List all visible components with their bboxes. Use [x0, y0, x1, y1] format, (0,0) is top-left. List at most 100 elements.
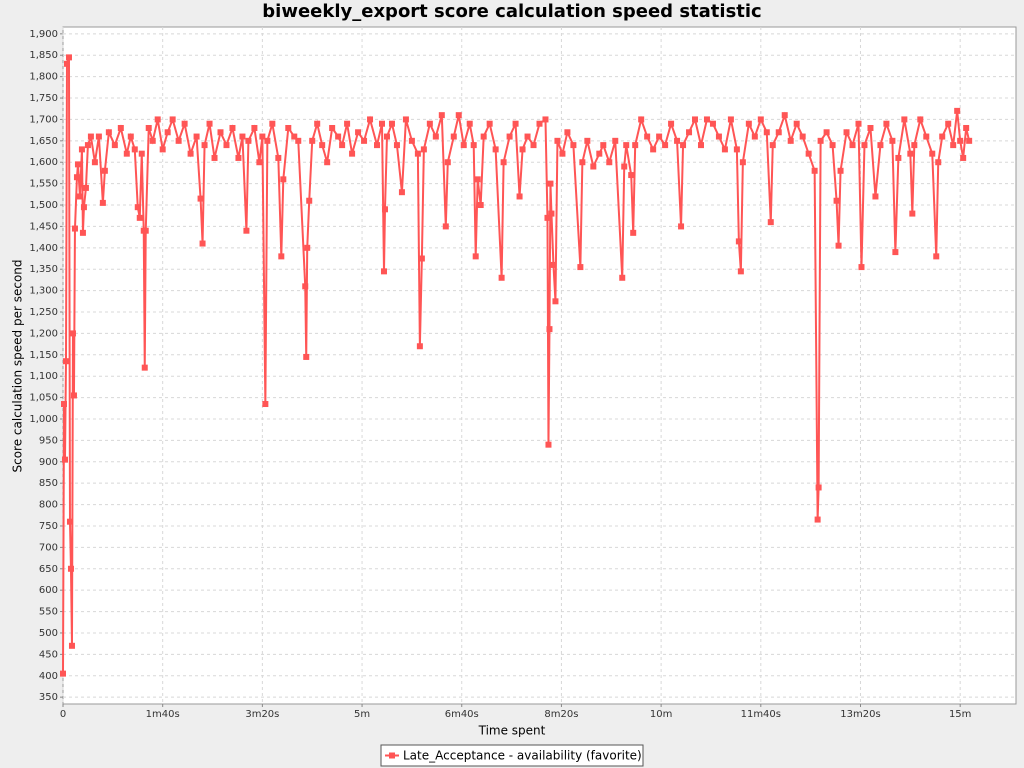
point-marker	[450, 133, 457, 140]
point-marker	[550, 261, 557, 268]
point-marker	[251, 124, 258, 131]
legend-marker	[389, 752, 395, 759]
point-marker	[164, 129, 171, 136]
point-marker	[269, 120, 276, 127]
x-tick-label: 5m	[354, 709, 370, 720]
point-marker	[187, 150, 194, 157]
point-marker	[87, 133, 94, 140]
y-tick-label: 1,800	[29, 72, 58, 83]
point-marker	[142, 227, 149, 234]
point-marker	[606, 159, 613, 166]
y-tick-label: 450	[39, 649, 58, 660]
point-marker	[584, 137, 591, 144]
point-marker	[512, 120, 519, 127]
y-tick-label: 850	[39, 478, 58, 489]
point-marker	[235, 154, 242, 161]
point-marker	[546, 326, 553, 333]
point-marker	[474, 176, 481, 183]
point-marker	[787, 137, 794, 144]
y-tick-label: 750	[39, 521, 58, 532]
point-marker	[378, 120, 385, 127]
point-marker	[414, 150, 421, 157]
point-marker	[939, 133, 946, 140]
point-marker	[68, 642, 75, 649]
point-marker	[99, 199, 106, 206]
y-tick-label: 1,300	[29, 286, 58, 297]
x-tick-label: 15m	[949, 709, 971, 720]
point-marker	[963, 124, 970, 131]
point-marker	[739, 159, 746, 166]
y-axis-label: Score calculation speed per second	[11, 259, 25, 472]
point-marker	[101, 167, 108, 174]
point-marker	[703, 116, 710, 123]
point-marker	[470, 142, 477, 149]
point-marker	[577, 264, 584, 271]
point-marker	[262, 401, 269, 408]
x-axis-label: Time spent	[478, 724, 546, 738]
point-marker	[542, 116, 549, 123]
y-tick-label: 1,500	[29, 200, 58, 211]
point-marker	[500, 159, 507, 166]
y-tick-label: 1,050	[29, 393, 58, 404]
point-marker	[367, 116, 374, 123]
x-tick-label: 13m20s	[840, 709, 880, 720]
point-marker	[628, 172, 635, 179]
y-tick-label: 1,900	[29, 29, 58, 40]
point-marker	[193, 133, 200, 140]
point-marker	[73, 174, 80, 181]
point-marker	[815, 484, 822, 491]
point-marker	[285, 124, 292, 131]
point-marker	[344, 120, 351, 127]
point-marker	[339, 142, 346, 149]
point-marker	[127, 133, 134, 140]
point-marker	[131, 146, 138, 153]
point-marker	[117, 124, 124, 131]
point-marker	[909, 210, 916, 217]
y-tick-label: 1,000	[29, 414, 58, 425]
point-marker	[480, 133, 487, 140]
point-marker	[223, 142, 230, 149]
point-marker	[552, 298, 559, 305]
point-marker	[201, 142, 208, 149]
point-marker	[590, 163, 597, 170]
point-marker	[380, 268, 387, 275]
point-marker	[849, 142, 856, 149]
point-marker	[111, 142, 118, 149]
point-marker	[420, 146, 427, 153]
point-marker	[895, 154, 902, 161]
point-marker	[843, 129, 850, 136]
x-tick-label: 1m40s	[146, 709, 180, 720]
point-marker	[872, 193, 879, 200]
point-marker	[957, 137, 964, 144]
point-marker	[751, 133, 758, 140]
legend-label: Late_Acceptance - availability (favorite…	[403, 749, 642, 763]
point-marker	[319, 142, 326, 149]
point-marker	[291, 133, 298, 140]
point-marker	[923, 133, 930, 140]
point-marker	[60, 401, 67, 408]
point-marker	[197, 195, 204, 202]
point-marker	[280, 176, 287, 183]
point-marker	[138, 150, 145, 157]
point-marker	[432, 133, 439, 140]
point-marker	[933, 253, 940, 260]
point-marker	[945, 120, 952, 127]
y-tick-label: 900	[39, 457, 58, 468]
point-marker	[805, 150, 812, 157]
point-marker	[444, 159, 451, 166]
y-tick-label: 800	[39, 500, 58, 511]
point-marker	[418, 255, 425, 262]
point-marker	[243, 227, 250, 234]
point-marker	[680, 142, 687, 149]
point-marker	[668, 120, 675, 127]
point-marker	[793, 120, 800, 127]
point-marker	[304, 244, 311, 251]
point-marker	[889, 137, 896, 144]
point-marker	[548, 210, 555, 217]
point-marker	[536, 120, 543, 127]
point-marker	[811, 167, 818, 174]
point-marker	[78, 146, 85, 153]
point-marker	[835, 242, 842, 249]
point-marker	[954, 107, 961, 114]
chart-title: biweekly_export score calculation speed …	[262, 1, 761, 22]
